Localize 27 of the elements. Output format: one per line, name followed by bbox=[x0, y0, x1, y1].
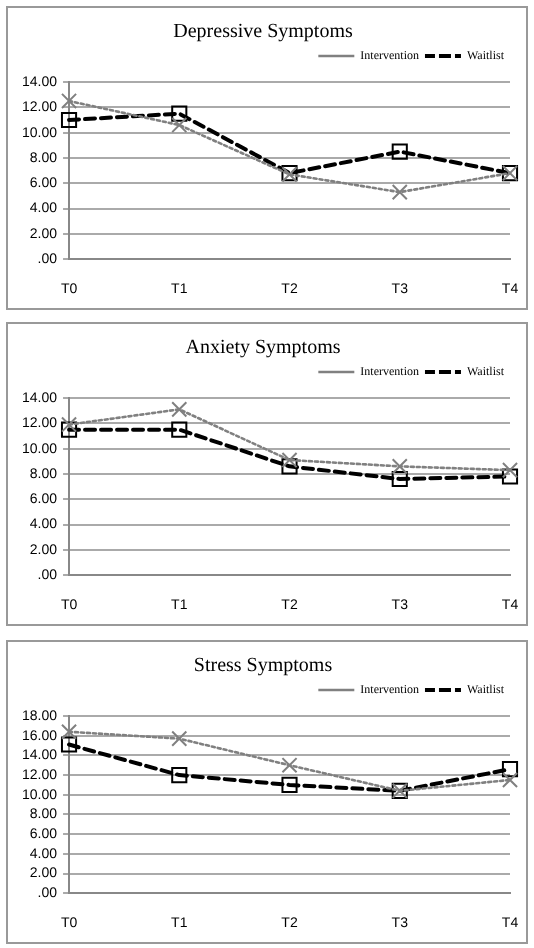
point bbox=[281, 451, 298, 469]
point bbox=[171, 105, 188, 122]
point bbox=[501, 468, 519, 485]
point bbox=[281, 776, 298, 793]
point bbox=[281, 458, 298, 475]
point bbox=[171, 767, 188, 784]
point bbox=[171, 116, 188, 134]
point bbox=[391, 470, 408, 488]
point bbox=[501, 761, 519, 778]
point bbox=[281, 757, 298, 774]
point bbox=[60, 416, 78, 433]
point bbox=[60, 92, 78, 110]
point bbox=[501, 462, 519, 479]
point bbox=[171, 401, 188, 418]
point bbox=[60, 736, 78, 753]
point bbox=[391, 458, 408, 475]
point bbox=[391, 184, 408, 201]
chart-title: Stress Symptoms bbox=[193, 655, 333, 678]
point bbox=[60, 421, 78, 438]
point bbox=[501, 771, 519, 789]
point bbox=[171, 421, 188, 438]
point bbox=[171, 730, 188, 747]
chart-title: Depressive Symptoms bbox=[173, 21, 353, 44]
point bbox=[391, 143, 408, 160]
point bbox=[60, 723, 78, 740]
point bbox=[60, 111, 78, 129]
chart-title: Anxiety Symptoms bbox=[185, 337, 341, 360]
